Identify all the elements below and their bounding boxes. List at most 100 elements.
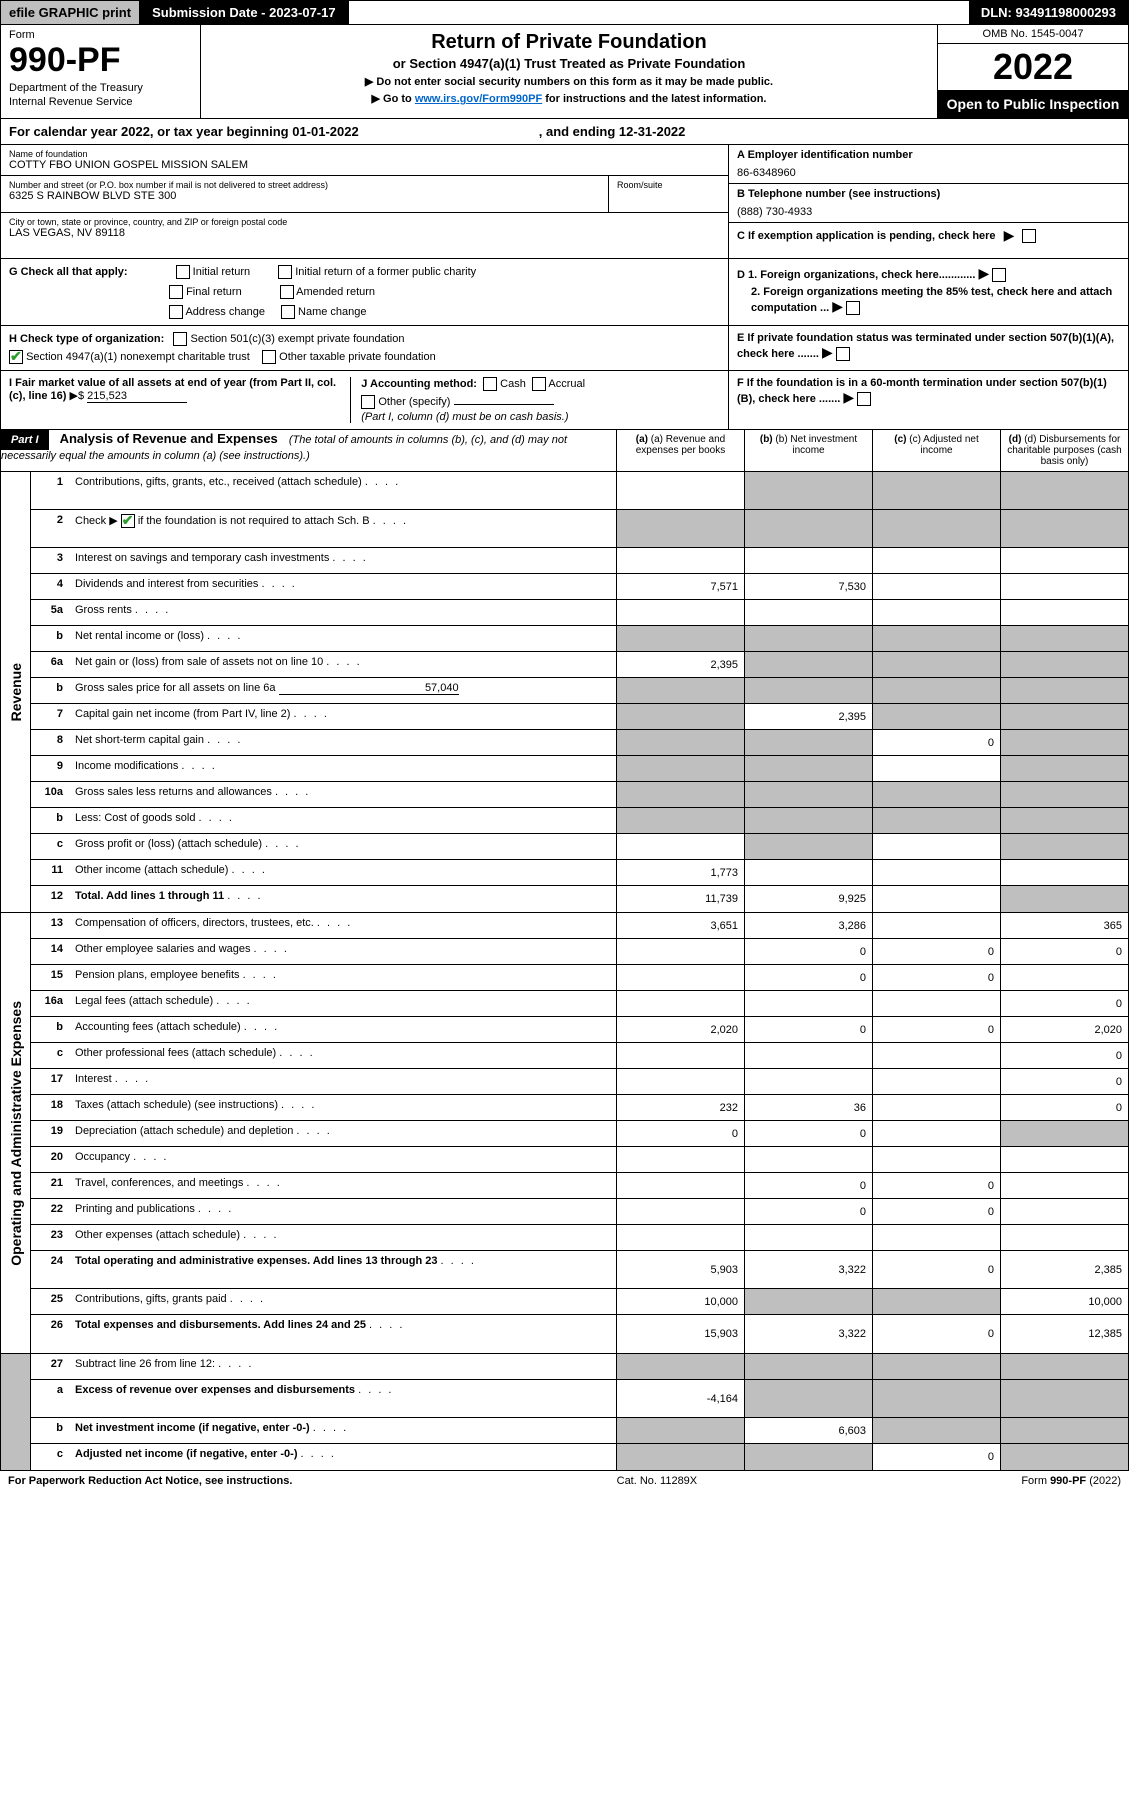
line-number: c xyxy=(31,834,71,859)
g-name-checkbox[interactable] xyxy=(281,305,295,319)
line-number: 26 xyxy=(31,1315,71,1353)
line-number: 14 xyxy=(31,939,71,964)
value-cell xyxy=(1000,808,1128,833)
value-cell xyxy=(616,1418,744,1443)
value-cell xyxy=(744,678,872,703)
h-501c3-checkbox[interactable] xyxy=(173,332,187,346)
table-row: 9Income modifications xyxy=(31,756,1128,782)
value-cell xyxy=(872,1095,1000,1120)
table-row: 2Check ▶ if the foundation is not requir… xyxy=(31,510,1128,548)
f-checkbox[interactable] xyxy=(857,392,871,406)
table-row: 27Subtract line 26 from line 12: xyxy=(31,1354,1128,1380)
value-cell: 0 xyxy=(744,1121,872,1146)
value-cell xyxy=(872,860,1000,885)
value-cell xyxy=(744,808,872,833)
value-cell xyxy=(744,548,872,573)
value-cell xyxy=(744,991,872,1016)
j-other-checkbox[interactable] xyxy=(361,395,375,409)
value-cell: 2,020 xyxy=(616,1017,744,1042)
h-other-checkbox[interactable] xyxy=(262,350,276,364)
value-cell xyxy=(1000,860,1128,885)
value-cell: 0 xyxy=(872,730,1000,755)
table-row: 26Total expenses and disbursements. Add … xyxy=(31,1315,1128,1353)
value-cell xyxy=(616,1147,744,1172)
g-initial-checkbox[interactable] xyxy=(176,265,190,279)
g-section: G Check all that apply: Initial return I… xyxy=(1,259,728,325)
arrow-icon: ▶ xyxy=(1004,227,1015,244)
line-description: Travel, conferences, and meetings xyxy=(71,1173,616,1198)
value-cell: 3,322 xyxy=(744,1315,872,1353)
h-4947-checkbox[interactable] xyxy=(9,350,23,364)
table-row: 3Interest on savings and temporary cash … xyxy=(31,548,1128,574)
c-checkbox[interactable] xyxy=(1022,229,1036,243)
value-cell xyxy=(1000,678,1128,703)
value-cell xyxy=(744,1225,872,1250)
value-cell: 7,571 xyxy=(616,574,744,599)
line-number: 7 xyxy=(31,704,71,729)
value-cell xyxy=(744,834,872,859)
value-cell xyxy=(744,756,872,781)
dln-number: DLN: 93491198000293 xyxy=(969,1,1128,24)
foundation-name-cell: Name of foundation COTTY FBO UNION GOSPE… xyxy=(1,145,728,176)
value-cell: 15,903 xyxy=(616,1315,744,1353)
line-description: Dividends and interest from securities xyxy=(71,574,616,599)
value-cell: 3,286 xyxy=(744,913,872,938)
g-amended-checkbox[interactable] xyxy=(280,285,294,299)
g-initial-former-checkbox[interactable] xyxy=(278,265,292,279)
value-cell: 0 xyxy=(872,1315,1000,1353)
value-cell: 3,651 xyxy=(616,913,744,938)
table-row: cGross profit or (loss) (attach schedule… xyxy=(31,834,1128,860)
year-block: OMB No. 1545-0047 2022 Open to Public In… xyxy=(938,25,1128,118)
value-cell xyxy=(616,782,744,807)
value-cell xyxy=(872,834,1000,859)
value-cell xyxy=(744,626,872,651)
value-cell xyxy=(1000,756,1128,781)
line-number: 5a xyxy=(31,600,71,625)
line-number: b xyxy=(31,1418,71,1443)
table-row: 20Occupancy xyxy=(31,1147,1128,1173)
value-cell: 2,020 xyxy=(1000,1017,1128,1042)
value-cell: 0 xyxy=(872,1173,1000,1198)
value-cell xyxy=(616,472,744,509)
value-cell xyxy=(616,678,744,703)
line-description: Depreciation (attach schedule) and deple… xyxy=(71,1121,616,1146)
j-accrual-checkbox[interactable] xyxy=(532,377,546,391)
table-row: 19Depreciation (attach schedule) and dep… xyxy=(31,1121,1128,1147)
foundation-name: COTTY FBO UNION GOSPEL MISSION SALEM xyxy=(9,159,720,171)
line-description: Other professional fees (attach schedule… xyxy=(71,1043,616,1068)
irs-form-link[interactable]: www.irs.gov/Form990PF xyxy=(415,93,542,105)
value-cell: 0 xyxy=(872,965,1000,990)
value-cell: 0 xyxy=(1000,991,1128,1016)
line-number: c xyxy=(31,1444,71,1470)
value-cell xyxy=(872,626,1000,651)
value-cell xyxy=(1000,1173,1128,1198)
line-number: 22 xyxy=(31,1199,71,1224)
line-description: Check ▶ if the foundation is not require… xyxy=(71,510,616,547)
table-row: cOther professional fees (attach schedul… xyxy=(31,1043,1128,1069)
d1-checkbox[interactable] xyxy=(992,268,1006,282)
g-final-checkbox[interactable] xyxy=(169,285,183,299)
j-cash-checkbox[interactable] xyxy=(483,377,497,391)
value-cell: 6,603 xyxy=(744,1418,872,1443)
line-description: Interest xyxy=(71,1069,616,1094)
value-cell: 0 xyxy=(1000,1095,1128,1120)
e-checkbox[interactable] xyxy=(836,347,850,361)
table-row: 23Other expenses (attach schedule) xyxy=(31,1225,1128,1251)
value-cell xyxy=(872,1147,1000,1172)
value-cell xyxy=(872,472,1000,509)
line-description: Adjusted net income (if negative, enter … xyxy=(71,1444,616,1470)
value-cell xyxy=(744,860,872,885)
value-cell: 0 xyxy=(872,1017,1000,1042)
d2-checkbox[interactable] xyxy=(846,301,860,315)
table-row: cAdjusted net income (if negative, enter… xyxy=(31,1444,1128,1470)
line-description: Taxes (attach schedule) (see instruction… xyxy=(71,1095,616,1120)
ij-section: I Fair market value of all assets at end… xyxy=(1,371,728,429)
line-number: 12 xyxy=(31,886,71,912)
table-row: bLess: Cost of goods sold xyxy=(31,808,1128,834)
value-cell xyxy=(872,510,1000,547)
g-address-checkbox[interactable] xyxy=(169,305,183,319)
table-row: 7Capital gain net income (from Part IV, … xyxy=(31,704,1128,730)
value-cell xyxy=(1000,510,1128,547)
value-cell xyxy=(1000,1418,1128,1443)
efile-print-button[interactable]: efile GRAPHIC print xyxy=(1,1,140,24)
